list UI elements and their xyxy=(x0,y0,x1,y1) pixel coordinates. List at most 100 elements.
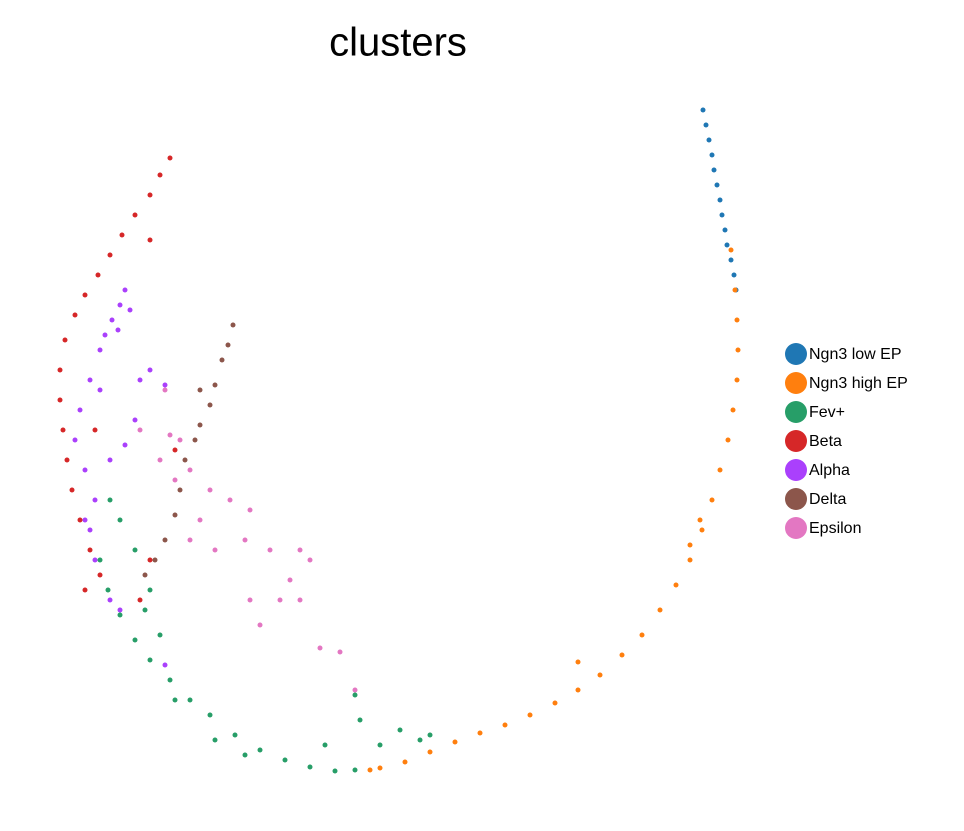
point xyxy=(197,422,203,428)
point xyxy=(477,730,483,736)
point xyxy=(725,437,731,443)
point xyxy=(257,747,263,753)
point xyxy=(82,517,88,523)
point xyxy=(597,672,603,678)
point xyxy=(639,632,645,638)
point xyxy=(242,537,248,543)
point xyxy=(167,432,173,438)
point xyxy=(117,302,123,308)
point xyxy=(673,582,679,588)
point xyxy=(307,764,313,770)
point xyxy=(731,272,737,278)
point xyxy=(717,467,723,473)
legend-marker xyxy=(785,430,807,452)
point xyxy=(197,517,203,523)
point xyxy=(212,737,218,743)
point xyxy=(137,427,143,433)
point xyxy=(172,697,178,703)
point xyxy=(242,752,248,758)
point xyxy=(147,237,153,243)
point xyxy=(177,437,183,443)
point xyxy=(287,577,293,583)
point xyxy=(117,517,123,523)
point xyxy=(227,497,233,503)
point xyxy=(730,407,736,413)
point xyxy=(212,382,218,388)
point xyxy=(687,557,693,563)
point xyxy=(502,722,508,728)
point xyxy=(132,212,138,218)
point xyxy=(367,767,373,773)
point xyxy=(332,768,338,774)
point xyxy=(575,687,581,693)
point xyxy=(219,357,225,363)
point xyxy=(157,457,163,463)
legend-marker xyxy=(785,343,807,365)
point xyxy=(97,572,103,578)
point xyxy=(734,317,740,323)
point xyxy=(97,347,103,353)
point xyxy=(115,327,121,333)
point xyxy=(57,397,63,403)
point xyxy=(147,657,153,663)
point xyxy=(619,652,625,658)
point xyxy=(147,557,153,563)
point xyxy=(709,152,715,158)
point xyxy=(575,659,581,665)
point xyxy=(107,497,113,503)
point xyxy=(187,697,193,703)
point xyxy=(337,649,343,655)
point xyxy=(307,557,313,563)
point xyxy=(162,537,168,543)
point xyxy=(182,457,188,463)
legend-label: Epsilon xyxy=(809,520,861,537)
chart-title: clusters xyxy=(329,21,467,65)
legend-label: Alpha xyxy=(809,462,850,479)
point xyxy=(247,507,253,513)
point xyxy=(417,737,423,743)
point xyxy=(706,137,712,143)
point xyxy=(162,662,168,668)
point xyxy=(172,447,178,453)
point xyxy=(162,382,168,388)
legend-marker xyxy=(785,488,807,510)
point xyxy=(427,732,433,738)
point xyxy=(132,547,138,553)
point xyxy=(107,597,113,603)
point xyxy=(207,402,213,408)
point xyxy=(257,622,263,628)
point xyxy=(107,457,113,463)
point xyxy=(109,317,115,323)
point xyxy=(157,632,163,638)
point xyxy=(107,252,113,258)
point xyxy=(82,587,88,593)
point xyxy=(87,527,93,533)
point xyxy=(225,342,231,348)
legend-marker xyxy=(785,401,807,423)
point xyxy=(397,727,403,733)
legend-label: Beta xyxy=(809,433,842,450)
point xyxy=(722,227,728,233)
point xyxy=(157,172,163,178)
legend-marker xyxy=(785,459,807,481)
point xyxy=(402,759,408,765)
point xyxy=(102,332,108,338)
point xyxy=(92,497,98,503)
point xyxy=(230,322,236,328)
point xyxy=(147,192,153,198)
point xyxy=(82,467,88,473)
point xyxy=(282,757,288,763)
point xyxy=(322,742,328,748)
legend-marker xyxy=(785,517,807,539)
legend-label: Ngn3 low EP xyxy=(809,346,902,363)
point xyxy=(122,287,128,293)
point xyxy=(735,347,741,353)
point xyxy=(177,487,183,493)
point xyxy=(207,487,213,493)
point xyxy=(297,547,303,553)
point xyxy=(247,597,253,603)
point xyxy=(232,732,238,738)
point xyxy=(317,645,323,651)
point xyxy=(87,547,93,553)
